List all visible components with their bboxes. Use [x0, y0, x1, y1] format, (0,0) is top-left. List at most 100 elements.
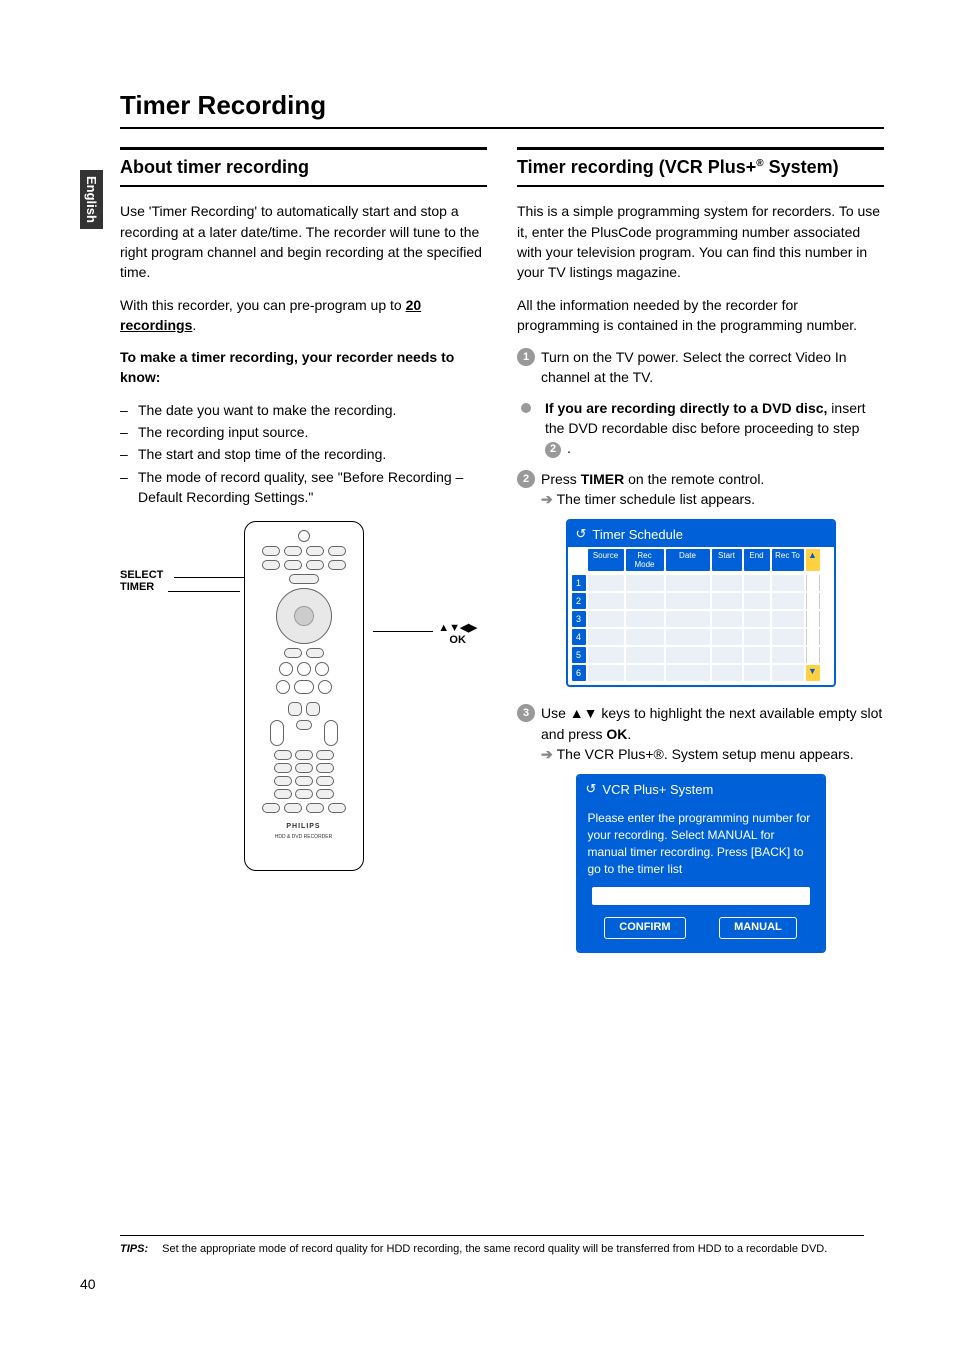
col-date: Date	[666, 549, 710, 571]
schedule-body: 1 2 3 4 5 6▼	[568, 575, 834, 685]
table-cell	[626, 611, 664, 627]
step-number-icon: 3	[517, 704, 535, 722]
remote-btn	[276, 680, 290, 694]
remote-row	[262, 560, 346, 570]
table-cell	[588, 647, 624, 663]
table-cell	[666, 575, 710, 591]
power-icon	[298, 530, 310, 542]
remote-label-select: SELECT TIMER	[120, 569, 163, 593]
row-number: 4	[572, 629, 586, 645]
step-3-text: Use ▲▼ keys to highlight the next availa…	[541, 703, 884, 764]
table-cell	[772, 575, 804, 591]
requirements-list: –The date you want to make the recording…	[120, 400, 487, 507]
table-cell	[626, 593, 664, 609]
step-bullet-text: If you are recording directly to a DVD d…	[545, 398, 884, 459]
remote-btn	[262, 560, 280, 570]
table-cell	[626, 575, 664, 591]
clock-icon: ↺	[576, 526, 587, 542]
remote-btn	[306, 803, 324, 813]
remote-diagram: SELECT TIMER ▲▼◀▶ OK	[120, 521, 487, 871]
table-row[interactable]: 6▼	[572, 665, 830, 681]
remote-btn	[262, 803, 280, 813]
step-ref-icon: 2	[545, 442, 561, 458]
table-row[interactable]: 2	[572, 593, 830, 609]
step-1-text: Turn on the TV power. Select the correct…	[541, 347, 884, 388]
table-row[interactable]: 1	[572, 575, 830, 591]
remote-btn	[294, 680, 314, 694]
scroll-up-icon[interactable]: ▲	[806, 549, 820, 571]
remote-row	[288, 702, 320, 716]
table-cell	[626, 665, 664, 681]
remote-outline: PHILIPS HDD & DVD RECORDER	[244, 521, 364, 871]
col-end: End	[744, 549, 770, 571]
manual-button[interactable]: MANUAL	[719, 917, 797, 938]
table-cell	[712, 629, 742, 645]
remote-btn	[284, 648, 302, 658]
bullet-icon	[521, 403, 531, 413]
table-cell	[744, 611, 770, 627]
table-cell	[588, 629, 624, 645]
table-cell	[712, 575, 742, 591]
vcrplus-buttons: CONFIRM MANUAL	[588, 917, 814, 938]
remote-row	[270, 720, 338, 746]
remote-label-ok: ▲▼◀▶ OK	[438, 621, 477, 646]
confirm-button[interactable]: CONFIRM	[604, 917, 685, 938]
dash-icon: –	[120, 467, 138, 508]
vcrplus-body: Please enter the programming number for …	[578, 802, 824, 951]
col-recmode: Rec Mode	[626, 549, 664, 571]
list-item: –The recording input source.	[120, 422, 487, 442]
pointer-line	[168, 591, 240, 592]
step-bullet: If you are recording directly to a DVD d…	[517, 398, 884, 459]
table-row[interactable]: 4	[572, 629, 830, 645]
vcrplus-panel: ↺ VCR Plus+ System Please enter the prog…	[576, 774, 826, 953]
table-row[interactable]: 5	[572, 647, 830, 663]
vcrplus-instructions: Please enter the programming number for …	[588, 810, 814, 877]
dash-icon: –	[120, 422, 138, 442]
pointer-line	[373, 631, 433, 632]
tips-text: Set the appropriate mode of record quali…	[162, 1242, 827, 1257]
remote-numpad	[274, 750, 334, 799]
remote-num	[316, 776, 334, 786]
language-tab: English	[80, 170, 103, 229]
table-row[interactable]: 3	[572, 611, 830, 627]
left-column: About timer recording Use 'Timer Recordi…	[120, 147, 487, 969]
table-cell	[744, 593, 770, 609]
dash-icon: –	[120, 400, 138, 420]
timer-schedule-header: ↺ Timer Schedule	[568, 521, 834, 547]
step-2: 2 Press TIMER on the remote control. ➔ T…	[517, 469, 884, 510]
pointer-line	[174, 577, 246, 578]
pluscode-input[interactable]	[592, 887, 810, 905]
remote-btn	[284, 546, 302, 556]
remote-row	[276, 680, 332, 694]
vcr-p2: All the information needed by the record…	[517, 295, 884, 336]
remote-row	[279, 662, 329, 676]
remote-num	[274, 776, 292, 786]
remote-dpad	[276, 588, 332, 644]
clock-icon: ↺	[586, 781, 597, 797]
tips-label: TIPS:	[120, 1242, 148, 1257]
vcrplus-title: VCR Plus+ System	[602, 782, 713, 797]
list-item: –The date you want to make the recording…	[120, 400, 487, 420]
table-cell	[666, 647, 710, 663]
about-p2: With this recorder, you can pre-program …	[120, 295, 487, 336]
list-item: –The start and stop time of the recordin…	[120, 444, 487, 464]
remote-num	[316, 789, 334, 799]
col-start: Start	[712, 549, 742, 571]
remote-btn	[288, 702, 302, 716]
table-cell	[772, 593, 804, 609]
table-cell	[772, 629, 804, 645]
row-number: 3	[572, 611, 586, 627]
about-p2-c: .	[192, 317, 196, 333]
remote-btn	[306, 546, 324, 556]
about-p2-a: With this recorder, you can pre-program …	[120, 297, 406, 313]
remote-btn	[284, 560, 302, 570]
row-number: 1	[572, 575, 586, 591]
remote-ok-btn	[294, 606, 314, 626]
scroll-down-icon[interactable]: ▼	[806, 665, 820, 681]
page-number: 40	[80, 1276, 96, 1292]
step-2-text: Press TIMER on the remote control. ➔ The…	[541, 469, 884, 510]
remote-btn	[297, 662, 311, 676]
remote-btn	[270, 720, 284, 746]
remote-btn	[324, 720, 338, 746]
remote-btn	[315, 662, 329, 676]
